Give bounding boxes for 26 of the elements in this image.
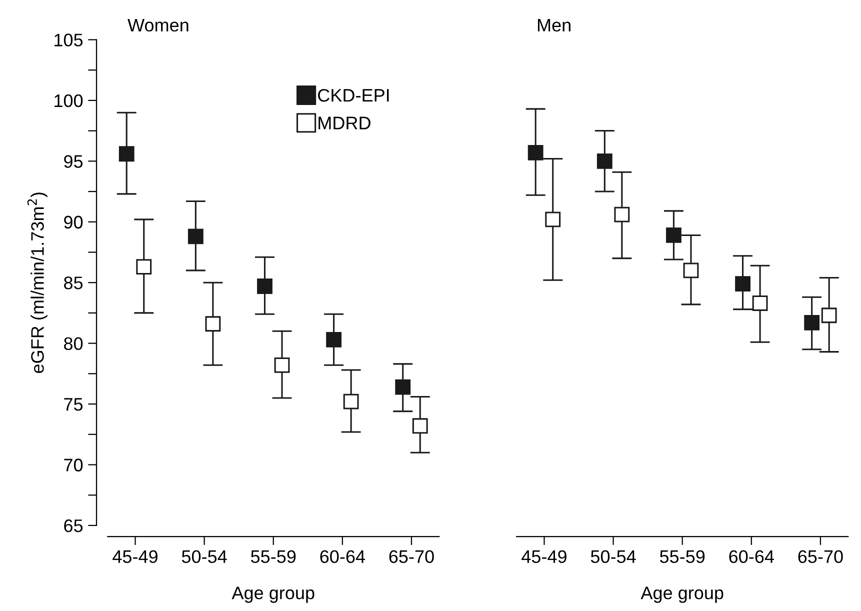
x-tick-label: 55-59 [251,550,296,564]
x-tick-label: 65-70 [798,550,843,564]
legend-label: MDRD [318,116,370,130]
y-tick-label: 75 [64,398,83,411]
x-tick-label: 60-64 [729,550,774,564]
x-axis-title: Age group [232,586,314,603]
x-tick-label: 50-54 [590,550,636,564]
y-tick-label: 70 [64,458,83,472]
x-tick-label: 55-59 [660,550,705,564]
x-tick-label: 60-64 [320,550,365,564]
y-tick-label: 85 [64,276,83,290]
y-tick-label: 80 [64,337,83,350]
x-tick-label: 65-70 [389,550,434,564]
x-tick-label: 45-49 [522,550,566,564]
x-tick-label: 50-54 [182,550,227,564]
chart-title: Men [538,18,570,32]
legend-label: CKD-EPI [318,88,389,102]
x-axis-title: Age group [640,586,724,603]
y-axis-title: eGFR (ml/min/1.73m$^{2}$) [27,192,48,373]
y-tick-label: 95 [64,155,83,168]
y-tick-label: 90 [64,216,83,229]
y-tick-label: 105 [54,34,83,46]
y-tick-label: 65 [64,519,83,532]
y-tick-label: 100 [54,94,83,108]
x-tick-label: 45-49 [112,550,158,564]
chart-title: Women [128,18,188,32]
